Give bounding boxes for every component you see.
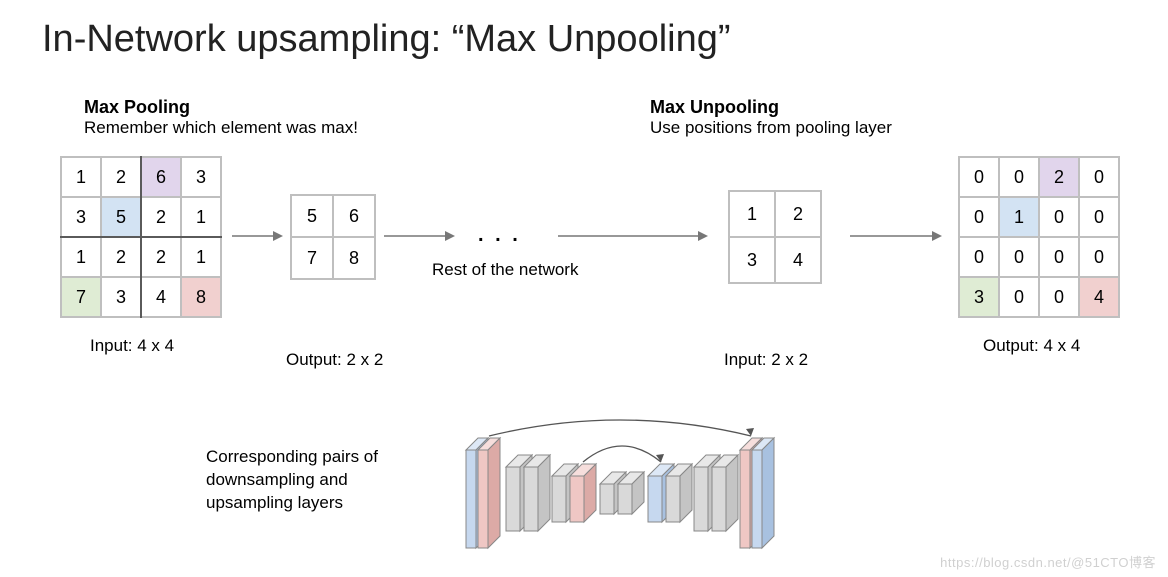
- watermark: https://blog.csdn.net/@51CTO博客: [940, 552, 1156, 571]
- grid-cell: 2: [775, 191, 821, 237]
- caption-output-2x2: Output: 2 x 2: [286, 350, 383, 370]
- grid-cell: 2: [141, 197, 181, 237]
- maxpooling-input-grid: 1263352112217348: [60, 156, 222, 318]
- caption-input-4x4: Input: 4 x 4: [90, 336, 174, 356]
- grid-cell: 0: [1079, 157, 1119, 197]
- grid-cell: 3: [959, 277, 999, 317]
- grid-cell: 0: [1039, 277, 1079, 317]
- grid-cell: 3: [61, 197, 101, 237]
- grid-cell: 0: [959, 237, 999, 277]
- bottom-text-line2: downsampling and: [206, 469, 378, 492]
- grid-cell: 4: [1079, 277, 1119, 317]
- grid-cell: 1: [61, 157, 101, 197]
- grid-cell: 3: [101, 277, 141, 317]
- grid-cell: 3: [729, 237, 775, 283]
- grid-cell: 0: [1079, 237, 1119, 277]
- caption-output-4x4: Output: 4 x 4: [983, 336, 1080, 356]
- grid-cell: 7: [291, 237, 333, 279]
- grid-cell: 5: [101, 197, 141, 237]
- ellipsis-icon: . . .: [478, 224, 521, 247]
- grid-cell: 8: [333, 237, 375, 279]
- grid-cell: 0: [1039, 237, 1079, 277]
- grid-cell: 0: [959, 197, 999, 237]
- grid-cell: 2: [1039, 157, 1079, 197]
- maxunpooling-output-grid: 0020010000003004: [958, 156, 1120, 318]
- grid-cell: 4: [775, 237, 821, 283]
- grid-cell: 0: [999, 237, 1039, 277]
- page-title: In-Network upsampling: “Max Unpooling”: [0, 0, 1168, 61]
- maxunpooling-heading: Max Unpooling: [650, 97, 892, 118]
- grid-cell: 0: [1039, 197, 1079, 237]
- grid-cell: 6: [141, 157, 181, 197]
- grid-cell: 6: [333, 195, 375, 237]
- grid-cell: 2: [101, 237, 141, 277]
- grid-cell: 1: [999, 197, 1039, 237]
- grid-cell: 1: [181, 197, 221, 237]
- maxunpooling-sub1: Use positions from pooling layer: [650, 118, 892, 138]
- grid-cell: 0: [959, 157, 999, 197]
- grid-cell: 0: [1079, 197, 1119, 237]
- grid-cell: 2: [141, 237, 181, 277]
- maxpooling-output-grid: 5678: [290, 194, 376, 280]
- grid-cell: 5: [291, 195, 333, 237]
- grid-cell: 3: [181, 157, 221, 197]
- grid-cell: 8: [181, 277, 221, 317]
- grid-cell: 2: [101, 157, 141, 197]
- grid-cell: 1: [181, 237, 221, 277]
- maxpooling-heading: Max Pooling: [84, 97, 358, 118]
- grid-cell: 0: [999, 157, 1039, 197]
- maxunpooling-input-grid: 1234: [728, 190, 822, 284]
- grid-cell: 4: [141, 277, 181, 317]
- bottom-text-line3: upsampling layers: [206, 492, 378, 515]
- grid-cell: 1: [729, 191, 775, 237]
- grid-cell: 7: [61, 277, 101, 317]
- bottom-text-line1: Corresponding pairs of: [206, 446, 378, 469]
- maxpooling-sub: Remember which element was max!: [84, 118, 358, 138]
- grid-cell: 0: [999, 277, 1039, 317]
- network-diagram-icon: [448, 400, 798, 560]
- rest-of-network-label: Rest of the network: [432, 260, 578, 280]
- caption-input-2x2: Input: 2 x 2: [724, 350, 808, 370]
- grid-cell: 1: [61, 237, 101, 277]
